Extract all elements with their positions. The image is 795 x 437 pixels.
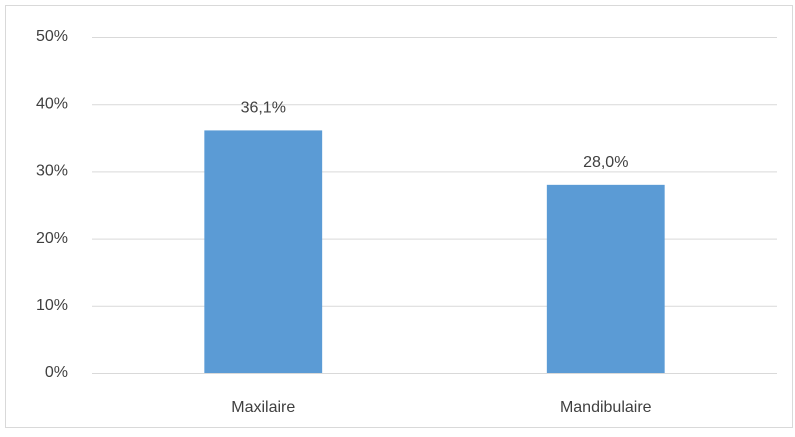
bar <box>546 184 665 373</box>
x-tick-label: Maxilaire <box>231 399 295 416</box>
y-tick-label: 20% <box>36 230 68 247</box>
data-label: 28,0% <box>583 154 628 171</box>
x-tick-label: Mandibulaire <box>560 399 652 416</box>
chart-border <box>5 5 793 428</box>
bar <box>204 130 323 373</box>
y-tick-label: 40% <box>36 95 68 112</box>
y-tick-label: 50% <box>36 28 68 45</box>
y-tick-label: 10% <box>36 297 68 314</box>
y-tick-label: 0% <box>45 364 68 381</box>
data-label: 36,1% <box>241 100 286 117</box>
y-tick-label: 30% <box>36 163 68 180</box>
